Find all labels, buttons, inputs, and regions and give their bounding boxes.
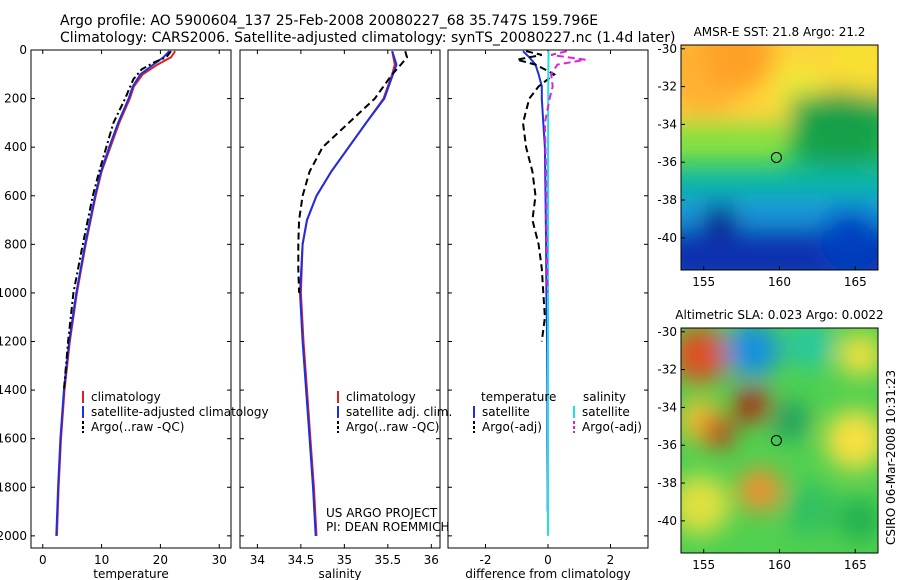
sla-map-field: [681, 328, 878, 553]
sla-map-y-tick-label: -32: [657, 363, 677, 377]
figure-title-line-1: Argo profile: AO 5900604_137 25-Feb-2008…: [60, 13, 599, 29]
difference-legend-temp-argo-label: Argo(-adj): [482, 420, 542, 434]
difference-legend-temp-satellite-label: satellite: [482, 405, 530, 419]
difference-profile-x-tick-label: -2: [480, 553, 492, 567]
salinity-profile-axes-box: [239, 49, 441, 549]
temperature-profile-y-tick-label: 200: [4, 92, 27, 106]
sst-map-y-tick-label: -38: [657, 193, 677, 207]
salinity-legend-climatology-label: climatology: [346, 390, 416, 404]
sst-map-y-tick-label: -34: [657, 117, 677, 131]
temperature-profile-y-tick-label: 800: [4, 237, 27, 251]
salinity-legend-satellite-label: satellite adj. clim.: [346, 405, 452, 419]
difference-profile-x-tick-label: 0: [544, 553, 552, 567]
temperature-profile-y-tick-label: 2000: [0, 529, 27, 543]
sst-map-y-tick-label: -30: [657, 42, 677, 56]
footer-timestamp: CSIRO 06-Mar-2008 10:31:23: [884, 369, 898, 545]
temperature-legend-climatology-label: climatology: [91, 390, 161, 404]
temperature-profile-y-tick-label: 400: [4, 140, 27, 154]
temperature-profile-x-tick-label: 20: [153, 553, 168, 567]
temperature-profile-series-satellite-adjusted-climatology: [55, 50, 170, 536]
sst-map-title: AMSR-E SST: 21.8 Argo: 21.2: [694, 25, 866, 39]
temperature-profile-y-tick-label: 1400: [0, 383, 27, 397]
difference-profile-series-salinity-argo-adj-: [543, 50, 586, 293]
figure-title-line-2: Climatology: CARS2006. Satellite-adjuste…: [60, 30, 676, 46]
sst-map-y-tick-label: -36: [657, 155, 677, 169]
salinity-profile-x-tick-label: 34: [250, 553, 265, 567]
temperature-profile-axes-box: [30, 49, 232, 549]
salinity-profile-series-climatology: [299, 51, 396, 536]
sst-map-profile-marker: [770, 151, 782, 163]
temperature-profile-series-argo-raw-qc-: [62, 50, 172, 391]
sst-map-field: [681, 45, 878, 270]
sst-map-x-tick-label: 165: [844, 275, 867, 289]
temperature-legend-argo-label: Argo(..raw -QC): [91, 420, 184, 434]
temperature-profile-x-axis-label: temperature: [93, 567, 168, 580]
difference-legend-sal-argo-label: Argo(-adj): [582, 420, 642, 434]
sla-map-x-tick-label: 165: [844, 558, 867, 572]
difference-profile-x-axis-label: difference from climatology: [465, 567, 631, 580]
difference-profile-series-salinity-satellite: [547, 51, 550, 536]
temperature-profile-x-tick-label: 0: [39, 553, 47, 567]
temperature-legend-satellite-label: satellite-adjusted climatology: [91, 405, 269, 419]
sla-map-y-tick-label: -40: [657, 514, 677, 528]
difference-legend-temperature-title: temperature: [481, 390, 556, 404]
temperature-profile-y-tick-label: 1200: [0, 335, 27, 349]
salinity-legend-argo-label: Argo(..raw -QC): [346, 420, 439, 434]
sst-map-x-tick-label: 160: [768, 275, 791, 289]
temperature-profile-y-tick-label: 600: [4, 189, 27, 203]
temperature-profile-series-climatology: [55, 50, 176, 536]
sla-map-x-tick-label: 155: [692, 558, 715, 572]
temperature-profile-y-tick-label: 1000: [0, 286, 27, 300]
difference-legend-sal-satellite-label: satellite: [582, 405, 630, 419]
difference-profile-series-temperature-satellite: [522, 50, 549, 512]
footer-pi: PI: DEAN ROEMMICH: [326, 520, 449, 534]
sst-map-y-tick-label: -32: [657, 80, 677, 94]
difference-legend-salinity-title: salinity: [583, 390, 626, 404]
salinity-profile-x-axis-label: salinity: [318, 567, 361, 580]
salinity-profile-x-tick-label: 36: [424, 553, 439, 567]
sla-map-y-tick-label: -36: [657, 438, 677, 452]
temperature-profile-y-tick-label: 1600: [0, 432, 27, 446]
temperature-profile-y-tick-label: 0: [19, 43, 27, 57]
salinity-profile-x-tick-label: 35: [337, 553, 352, 567]
temperature-profile-x-tick-label: 10: [94, 553, 109, 567]
sst-map-x-tick-label: 155: [692, 275, 715, 289]
salinity-profile-series-satellite-adj-clim-: [298, 50, 398, 536]
difference-profile-x-tick-label: 2: [607, 553, 615, 567]
sla-map-y-tick-label: -30: [657, 325, 677, 339]
salinity-profile-x-tick-label: 35.5: [374, 553, 401, 567]
footer-project: US ARGO PROJECT: [326, 506, 438, 520]
sla-map-y-tick-label: -34: [657, 400, 677, 414]
sla-map-x-tick-label: 160: [768, 558, 791, 572]
sla-map-y-tick-label: -38: [657, 476, 677, 490]
difference-profile-series-temperature-argo-adj-: [516, 50, 557, 342]
sst-map-y-tick-label: -40: [657, 231, 677, 245]
salinity-profile-series-argo-raw-qc-: [297, 50, 409, 293]
sla-map-profile-marker: [770, 434, 782, 446]
temperature-profile-y-tick-label: 1800: [0, 480, 27, 494]
salinity-profile-x-tick-label: 34.5: [288, 553, 315, 567]
temperature-profile-x-tick-label: 30: [212, 553, 227, 567]
sla-map-title: Altimetric SLA: 0.023 Argo: 0.0022: [675, 308, 883, 322]
